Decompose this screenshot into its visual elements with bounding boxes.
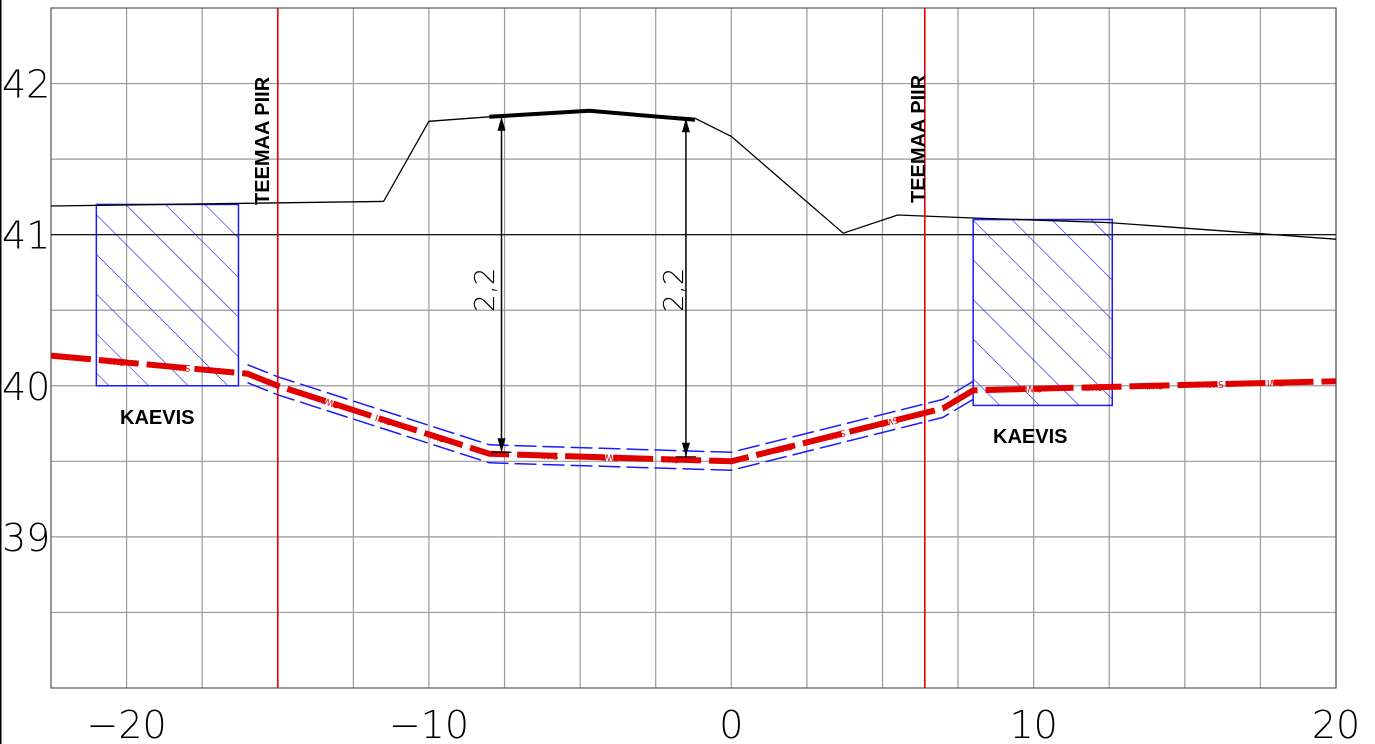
x-tick-label: 0	[719, 703, 743, 744]
pipe-tag: SWI	[1267, 377, 1285, 387]
x-axis-tick-labels: −20 −10 0 10 20	[86, 703, 1360, 744]
depth-dimensions	[491, 116, 696, 458]
road-land-boundaries	[276, 8, 926, 688]
x-tick-label: −10	[389, 703, 469, 744]
pipe-tag: SWI	[1085, 381, 1103, 391]
arrow-up-icon	[681, 118, 690, 133]
pipe-tag: SWI	[1206, 378, 1224, 388]
boundary-label-right: TEEMAA PIIR	[908, 74, 930, 203]
arrow-down-icon	[681, 442, 690, 457]
arrow-up-icon	[497, 116, 506, 131]
pipe-tag: SWI	[1025, 383, 1043, 393]
arrow-down-icon	[497, 438, 506, 453]
pipe-trench-upper-outline	[247, 364, 974, 454]
y-axis-tick-labels: 39 40 41 42	[2, 63, 50, 560]
pipe-trench-lower-outline	[247, 382, 974, 472]
x-tick-label: 20	[1312, 703, 1360, 744]
excavation-zone	[972, 218, 1114, 407]
pipe-tag: SWI	[541, 449, 559, 460]
grid	[51, 8, 1337, 688]
plot-frame	[50, 7, 1337, 689]
dimension-label-right: 2,2	[657, 267, 690, 312]
sewer-pipe-line	[50, 352, 1337, 465]
pipe-tag: SWI	[827, 427, 846, 441]
pipe-tag: SWI	[108, 355, 126, 367]
pipe-tag: SWI	[173, 361, 191, 373]
y-tick-label: 42	[2, 63, 50, 107]
excavation-label-left: KAEVIS	[120, 407, 194, 429]
pipe-tag: SWI	[1146, 380, 1164, 390]
boundary-label-left: TEEMAA PIIR	[252, 76, 274, 205]
y-tick-label: 41	[2, 214, 50, 258]
pipe-tag: SWI	[602, 451, 620, 462]
x-tick-label: −20	[86, 703, 166, 744]
road-surface-line	[489, 108, 696, 122]
y-tick-label: 39	[2, 516, 50, 560]
y-tick-label: 40	[2, 365, 50, 409]
pipe-tag: SWI	[774, 440, 793, 454]
x-tick-label: 10	[1009, 703, 1057, 744]
ground-profile-line	[50, 110, 1337, 240]
pipe-tag: SWI	[880, 414, 899, 428]
dimension-label-left: 2,2	[468, 267, 501, 312]
excavation-label-right: KAEVIS	[993, 426, 1067, 448]
pipe-tag: SWI	[662, 453, 680, 464]
